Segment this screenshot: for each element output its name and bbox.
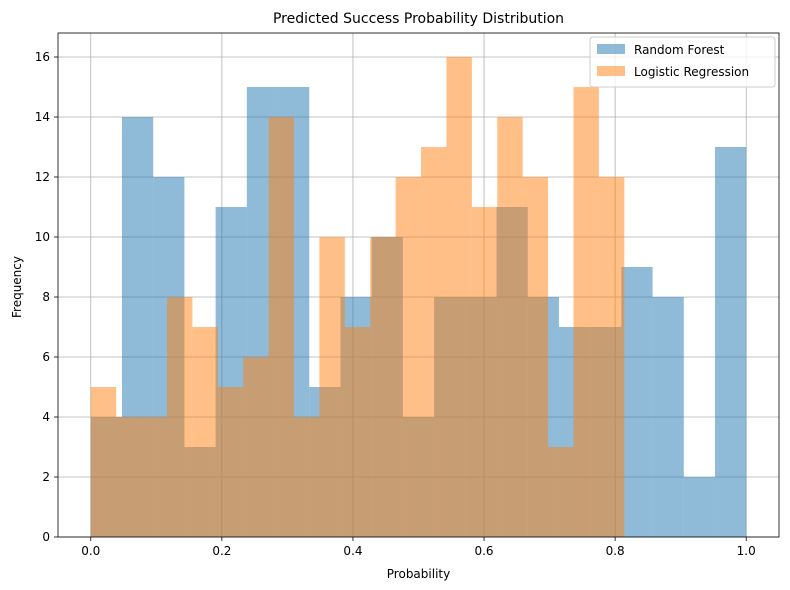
x-tick-label: 0.2 (212, 544, 231, 558)
y-axis-label: Frequency (10, 256, 24, 318)
histogram-bar (395, 177, 422, 537)
y-tick-label: 16 (35, 50, 50, 64)
histogram-bar (621, 267, 653, 537)
y-tick-label: 6 (42, 350, 50, 364)
histogram-bar (192, 327, 218, 537)
y-tick-label: 12 (35, 170, 50, 184)
plot-frame (57, 32, 780, 538)
histogram-bar (166, 297, 193, 537)
x-tick-label: 0.6 (474, 544, 493, 558)
histogram-bar (497, 117, 523, 537)
histogram-bar (344, 327, 371, 537)
histogram-bar (421, 147, 447, 537)
histogram-bar (522, 177, 549, 537)
x-tick-label: 0.0 (81, 544, 100, 558)
legend-box (589, 36, 776, 88)
x-tick-label: 0.8 (606, 544, 625, 558)
legend-swatch-logistic-regression (597, 66, 625, 76)
legend-swatch-random-forest (597, 44, 625, 54)
histogram-bar (370, 237, 396, 537)
legend-label-logistic-regression: Logistic Regression (634, 65, 749, 79)
histogram-bar (548, 447, 574, 537)
y-tick-label: 10 (35, 230, 50, 244)
histogram-bar (141, 417, 167, 537)
y-tick-label: 4 (42, 410, 50, 424)
chart-title: Predicted Success Probability Distributi… (273, 11, 564, 27)
x-axis-label: Probability (387, 567, 450, 581)
histogram-bar (446, 57, 472, 537)
x-tick-label: 0.4 (343, 544, 362, 558)
axes-layer: 0.0 0.2 0.4 0.6 0.8 1.0 0 2 4 6 8 10 12 14 16 (35, 32, 780, 558)
histogram-bar (268, 117, 295, 537)
histogram-bar (90, 387, 117, 537)
histogram-bar (243, 357, 269, 537)
histogram-bar (652, 297, 684, 537)
histogram-bar (573, 87, 599, 537)
y-tick-label: 2 (42, 470, 50, 484)
series-logistic-regression (90, 57, 625, 537)
histogram-bar (715, 147, 747, 537)
legend: Random Forest Logistic Regression (589, 36, 776, 88)
y-tick-label: 14 (35, 110, 50, 124)
legend-label-random-forest: Random Forest (634, 43, 725, 57)
histogram-bar (683, 477, 716, 537)
y-tick-label: 8 (42, 290, 50, 304)
histogram-bar (217, 387, 244, 537)
histogram-bar (294, 417, 320, 537)
histogram-bar (471, 207, 498, 537)
y-tick-label: 0 (42, 530, 50, 544)
histogram-bar (319, 237, 345, 537)
histogram-bar (116, 417, 142, 537)
histogram-bar (598, 177, 625, 537)
x-tick-label: 1.0 (737, 544, 756, 558)
